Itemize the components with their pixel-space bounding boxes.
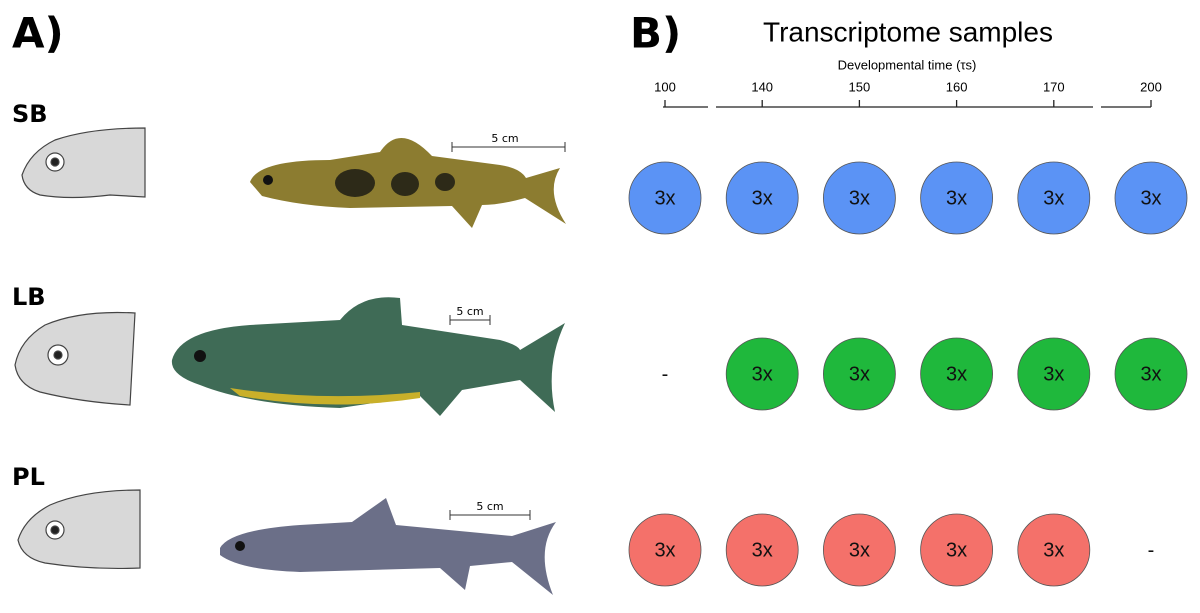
sample-circle xyxy=(1114,161,1188,235)
scale-label: 5 cm xyxy=(491,132,518,145)
scale-bars xyxy=(449,142,566,520)
time-label: 140 xyxy=(751,79,773,94)
sample-count: 3x xyxy=(1043,187,1064,209)
sample-count: 3x xyxy=(849,363,870,385)
sample-count: 3x xyxy=(946,187,967,209)
sample-count: 3x xyxy=(849,187,870,209)
sample-circle xyxy=(725,161,799,235)
panel-label: B) xyxy=(630,9,681,58)
panel-label: A) xyxy=(12,9,64,58)
sample-circle xyxy=(628,513,702,587)
time-label: 100 xyxy=(654,79,676,94)
panel-title: Transcriptome samples xyxy=(763,16,1053,47)
sample-circle xyxy=(920,513,993,587)
time-label: 150 xyxy=(849,79,871,94)
sample-circle xyxy=(823,513,896,587)
sample-count: 3x xyxy=(849,539,870,561)
head-sketches xyxy=(14,127,146,570)
sample-count: 3x xyxy=(1140,363,1161,385)
sample-count: - xyxy=(662,363,669,385)
morph-label: PL xyxy=(12,463,45,491)
sample-count: 3x xyxy=(752,363,773,385)
fish-lb xyxy=(171,297,565,416)
sample-count: 3x xyxy=(752,187,773,209)
fish-sb xyxy=(250,137,566,228)
morph-label: SB xyxy=(12,100,48,128)
sample-count: 3x xyxy=(654,539,675,561)
sample-count: 3x xyxy=(752,539,773,561)
sample-count: 3x xyxy=(946,363,967,385)
sample-circle xyxy=(628,161,702,235)
scale-label: 5 cm xyxy=(456,305,483,318)
axis-label: Developmental time (τs) xyxy=(838,57,977,72)
scale-label: 5 cm xyxy=(476,500,503,513)
sample-count: 3x xyxy=(654,187,675,209)
time-label: 170 xyxy=(1043,79,1065,94)
sample-circle xyxy=(823,161,896,235)
sample-count: 3x xyxy=(1043,539,1064,561)
sample-count: - xyxy=(1148,539,1155,561)
sample-circle xyxy=(1114,337,1188,411)
fish-pl xyxy=(220,498,556,595)
sample-circle xyxy=(1017,337,1091,411)
sample-count: 3x xyxy=(1140,187,1161,209)
sample-circle xyxy=(725,513,799,587)
morph-label: LB xyxy=(12,283,46,311)
sample-grid: 100 140 150 160 170 200 3x 3x 3x 3x 3x 3x - 3x 3x 3x 3x 3… xyxy=(628,79,1188,587)
sample-circle xyxy=(1017,161,1091,235)
time-label: 160 xyxy=(946,79,968,94)
sample-count: 3x xyxy=(946,539,967,561)
sample-circle xyxy=(725,337,799,411)
time-label: 200 xyxy=(1140,79,1162,94)
sample-circle xyxy=(920,337,993,411)
sample-count: 3x xyxy=(1043,363,1064,385)
sample-circle xyxy=(823,337,896,411)
sample-circle xyxy=(920,161,993,235)
sample-circle xyxy=(1017,513,1091,587)
